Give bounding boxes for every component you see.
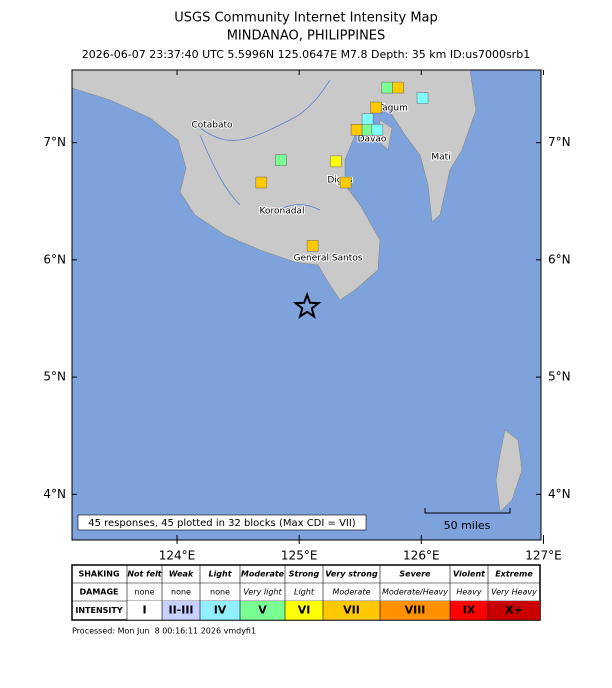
footer: Processed: Mon Jun 8 00:16:11 2026 vmdyf…	[72, 627, 256, 636]
lat-label: 4°N	[548, 487, 571, 501]
shaking-label: Not felt	[127, 570, 162, 579]
cdi-block	[350, 124, 363, 136]
shaking-label: Weak	[169, 570, 194, 579]
land	[71, 69, 477, 301]
city-label: Cotabato	[191, 121, 233, 131]
intensity-label: II-III	[168, 604, 193, 617]
lat-label: 5°N	[43, 370, 66, 384]
damage-label: Very light	[243, 588, 282, 597]
cdi-block	[339, 176, 352, 189]
intensity-label: X+	[505, 604, 523, 617]
scale-bar	[424, 508, 511, 514]
details: 2026-06-07 23:37:40 UTC 5.5996N 125.0647…	[82, 48, 530, 61]
cdi-block	[361, 124, 374, 136]
lon-label: 126°E	[403, 549, 440, 563]
cdi-block	[392, 81, 404, 94]
lat-label: 5°N	[548, 370, 571, 384]
lat-label: 6°N	[43, 252, 66, 266]
damage-label: none	[171, 588, 191, 597]
lat-label: 7°N	[548, 135, 571, 149]
shaking-label: Extreme	[495, 570, 533, 579]
intensity-swatch	[285, 601, 323, 620]
epicenter	[292, 291, 322, 319]
damage-label: Moderate/Heavy	[382, 588, 448, 597]
shaking-label: Severe	[399, 570, 431, 579]
cdi-block	[361, 113, 374, 125]
city-label: Koronadal	[260, 207, 305, 217]
damage-label: Heavy	[456, 588, 482, 597]
damage-label: none	[135, 588, 155, 597]
island	[495, 429, 523, 513]
lat-label: 7°N	[43, 135, 66, 149]
city-label: General Santos	[294, 254, 363, 264]
cdi-block	[275, 154, 287, 166]
city-label: Mati	[431, 153, 450, 163]
intensity-swatch	[450, 601, 488, 620]
lon-label: 124°E	[159, 549, 196, 563]
damage-label: Moderate	[332, 588, 370, 597]
map-frame	[71, 69, 542, 541]
cdi-block	[330, 155, 342, 168]
shaking-label: Very strong	[325, 570, 378, 579]
intensity-label: IX	[463, 604, 476, 617]
intensity-swatch	[488, 601, 540, 620]
intensity-swatch	[240, 601, 285, 620]
legend-header: SHAKING	[78, 570, 119, 579]
intensity-label: IV	[214, 604, 227, 617]
legend-header: DAMAGE	[79, 588, 118, 597]
city-label: Tagum	[377, 104, 408, 114]
city-label: Davao	[358, 135, 387, 145]
rivers	[199, 79, 331, 216]
intensity-swatch	[127, 601, 162, 620]
cdi-block	[370, 101, 382, 114]
region: MINDANAO, PHILIPPINES	[227, 29, 386, 44]
intensity-swatch	[162, 601, 200, 620]
shaking-label: Light	[208, 570, 232, 579]
cdi-block	[381, 81, 393, 94]
intensity-swatch	[323, 601, 380, 620]
intensity-label: I	[142, 604, 146, 617]
intensity-label: VII	[343, 604, 360, 617]
shaking-label: Moderate	[241, 570, 285, 579]
lon-label: 127°E	[525, 549, 562, 563]
lon-label: 125°E	[281, 549, 318, 563]
lat-label: 4°N	[43, 487, 66, 501]
title: USGS Community Internet Intensity Map	[174, 11, 438, 26]
cdi-block	[416, 92, 429, 104]
cdi-block	[306, 240, 319, 252]
intensity-label: V	[258, 604, 267, 617]
legend-header: INTENSITY	[75, 606, 122, 615]
intensity-label: VI	[298, 604, 311, 617]
note: 45 responses, 45 plotted in 32 blocks (M…	[88, 518, 356, 529]
intensity-swatch	[380, 601, 450, 620]
shaking-label: Violent	[453, 570, 486, 579]
cdi-block	[371, 124, 384, 136]
map: Cotabato Tagum Davao Mati Digos Koronada…	[71, 69, 542, 541]
intensity-swatch	[200, 601, 240, 620]
scale-label: 50 miles	[444, 519, 491, 532]
shaking-label: Strong	[289, 570, 320, 579]
intensity-label: VIII	[405, 604, 426, 617]
damage-label: Very Heavy	[491, 588, 537, 597]
note-box	[77, 514, 367, 531]
lat-label: 6°N	[548, 252, 571, 266]
damage-label: Light	[294, 588, 315, 597]
damage-label: none	[210, 588, 230, 597]
cdi-block	[255, 176, 268, 189]
